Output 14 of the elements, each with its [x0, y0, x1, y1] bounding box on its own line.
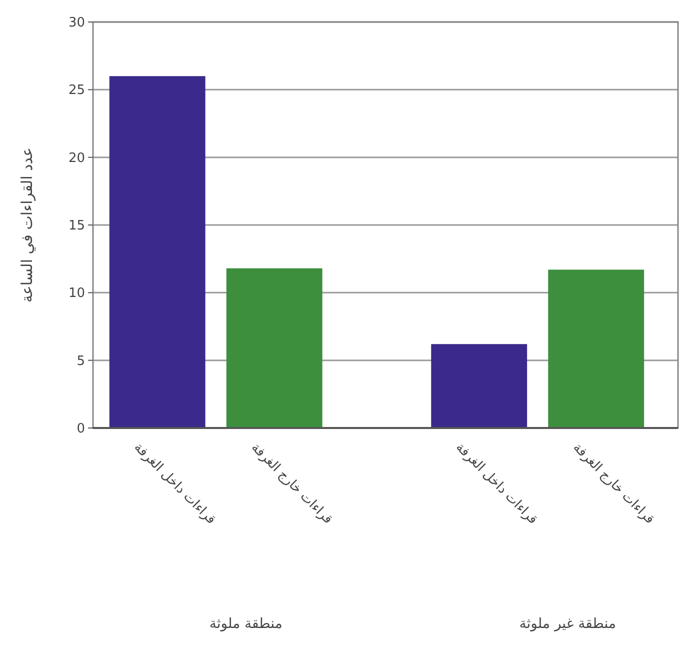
y-tick-label: 10: [68, 286, 85, 302]
y-tick-label: 15: [68, 218, 85, 234]
y-tick-label: 0: [76, 422, 85, 437]
text: منطقة غير ملوثة: [519, 616, 616, 632]
x-tick-label: قراءات داخل الغرفة: [452, 440, 540, 528]
y-tick-label: 30: [68, 16, 85, 31]
y-tick-label: 20: [68, 150, 85, 166]
x-tick-label: قراءات خارج الغرفة: [570, 440, 657, 528]
x-tick-label: قراءات خارج الغرفة: [248, 440, 336, 528]
y-axis-title: عدد القراءات في الساعة: [18, 147, 36, 303]
x-tick-label: قراءات داخل الغرفة: [130, 440, 218, 528]
y-tick-label: 25: [68, 83, 85, 98]
y-tick-label: 5: [76, 354, 85, 369]
text: منطقة ملوثة: [209, 616, 282, 632]
